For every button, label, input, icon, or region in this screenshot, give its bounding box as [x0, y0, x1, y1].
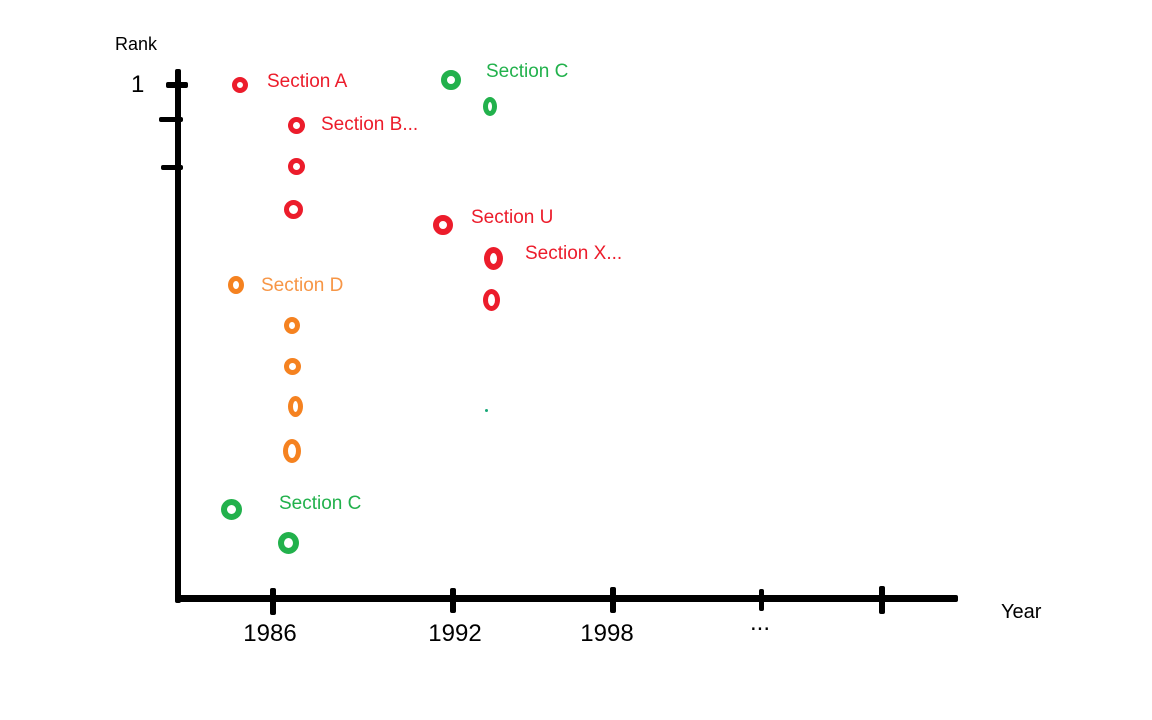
x-tick-1992: [450, 588, 456, 613]
y-axis-line: [175, 69, 181, 603]
y-axis-title: Rank: [115, 34, 158, 54]
label-section-a: Section A: [267, 71, 348, 92]
x-tick-label-1986: 1986: [243, 620, 297, 647]
point-section-x-2: [482, 289, 500, 311]
point-section-d-5: [283, 439, 301, 463]
x-axis-line: [175, 595, 958, 602]
stray-dot: [484, 408, 488, 412]
label-section-d: Section D: [261, 275, 344, 296]
label-section-c-bottom: Section C: [279, 493, 362, 514]
point-section-u: [433, 215, 453, 235]
point-section-d-1: [228, 276, 244, 294]
label-section-c-top: Section C: [486, 61, 569, 82]
y-tick-label-1: 1: [131, 71, 145, 98]
y-tick-1: [166, 82, 188, 88]
point-section-a: [232, 77, 248, 93]
label-section-x: Section X...: [525, 243, 623, 264]
point-section-b-1: [287, 116, 305, 134]
x-tick-label-...: ...: [749, 609, 771, 636]
point-section-c-top-2: [483, 96, 497, 116]
x-axis-title: Year: [1001, 601, 1042, 623]
y-tick-3: [161, 165, 183, 170]
point-section-x-1: [483, 246, 503, 270]
x-tick-1998: [610, 587, 616, 613]
point-section-c-bottom-1: [220, 498, 242, 520]
x-tick-label-1998: 1998: [580, 620, 634, 647]
point-section-d-2: [284, 316, 300, 334]
label-section-u: Section U: [471, 207, 554, 228]
x-tick-end-4: [879, 586, 885, 614]
point-section-b-3: [283, 199, 303, 219]
x-tick-label-1992: 1992: [428, 620, 482, 647]
point-section-c-bottom-2: [277, 532, 299, 554]
x-tick-...: [759, 589, 764, 611]
point-section-d-3: [283, 357, 301, 375]
point-section-c-top-1: [441, 70, 461, 90]
point-section-d-4: [287, 395, 303, 417]
x-tick-1986: [270, 588, 276, 615]
label-section-b: Section B...: [321, 114, 419, 135]
point-section-b-2: [287, 157, 305, 175]
y-tick-2: [159, 117, 183, 122]
